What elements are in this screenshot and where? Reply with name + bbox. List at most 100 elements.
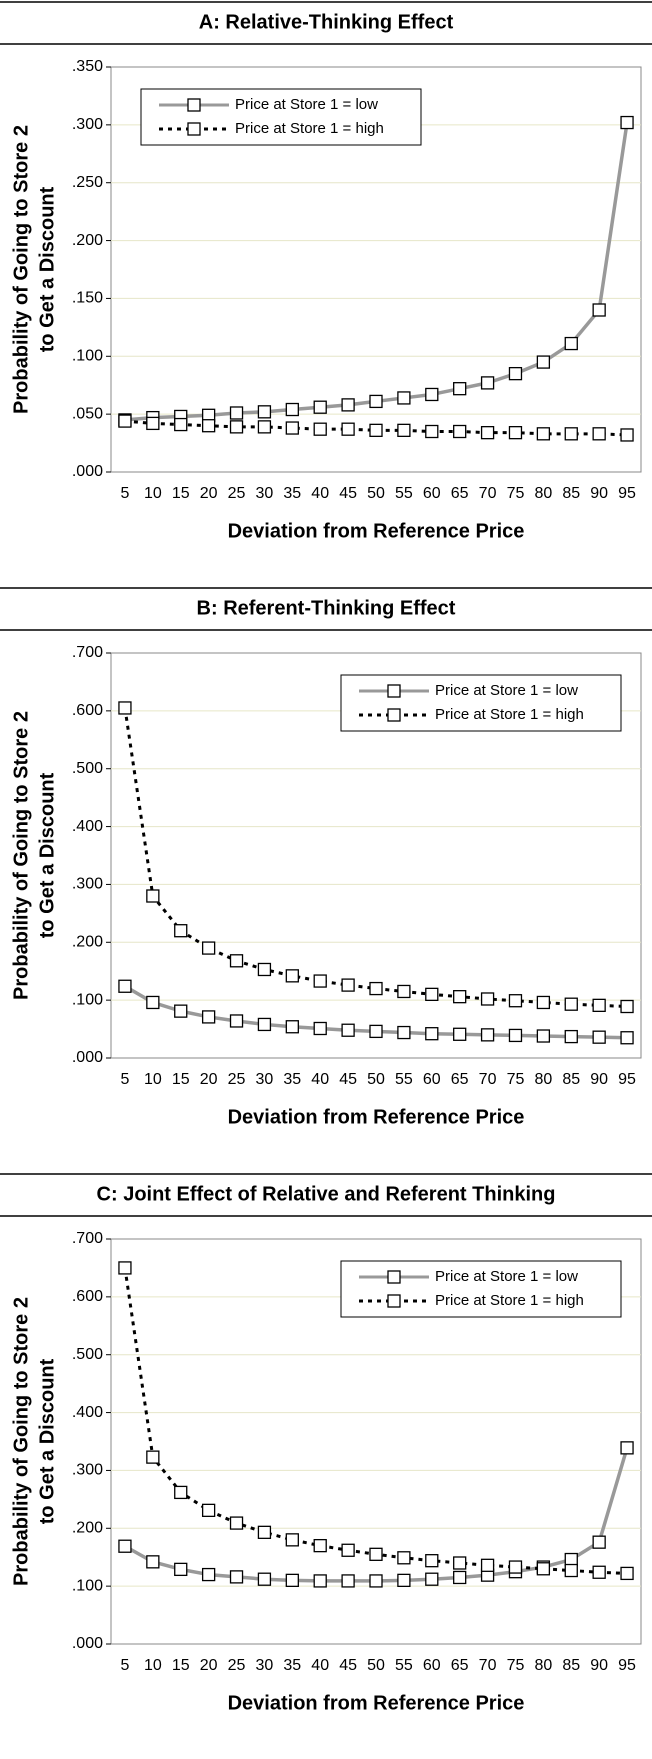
y-tick-label: .000 <box>72 1049 103 1066</box>
legend-marker <box>387 708 401 722</box>
marker <box>480 426 495 440</box>
marker <box>397 1573 411 1588</box>
marker <box>620 1031 634 1045</box>
marker <box>257 1017 272 1032</box>
marker <box>508 1028 523 1043</box>
y-axis-label: Probability of Going to Store 2 <box>10 125 32 414</box>
marker <box>536 1029 551 1043</box>
marker <box>285 421 299 435</box>
x-tick-label: 95 <box>618 485 636 502</box>
legend-label: Price at Store 1 = low <box>435 682 578 699</box>
marker <box>257 962 272 977</box>
x-tick-label: 50 <box>367 485 385 502</box>
y-axis-label: to Get a Discount <box>36 1358 58 1524</box>
marker <box>146 1450 160 1464</box>
marker <box>341 1543 355 1557</box>
marker <box>564 1563 578 1578</box>
marker <box>285 1020 299 1034</box>
marker <box>118 1261 132 1275</box>
x-tick-label: 60 <box>423 1071 441 1088</box>
y-axis-label: Probability of Going to Store 2 <box>10 711 32 1000</box>
marker <box>229 1516 244 1530</box>
marker <box>425 387 439 402</box>
x-tick-label: 20 <box>200 1071 218 1088</box>
y-tick-label: .600 <box>72 702 103 719</box>
x-tick-label: 60 <box>423 1657 441 1674</box>
x-tick-label: 90 <box>590 1071 608 1088</box>
y-axis-label: to Get a Discount <box>36 772 58 938</box>
marker <box>592 427 606 441</box>
x-axis-label: Deviation from Reference Price <box>228 1106 525 1128</box>
marker <box>592 1030 606 1044</box>
legend-box <box>340 674 622 732</box>
marker <box>118 979 132 993</box>
x-tick-label: 70 <box>479 1657 497 1674</box>
marker <box>174 417 188 432</box>
marker <box>425 424 439 439</box>
x-tick-label: 5 <box>120 485 129 502</box>
x-tick-label: 85 <box>562 1071 580 1088</box>
chart-title: C: Joint Effect of Relative and Referent… <box>97 1183 556 1205</box>
x-tick-label: 20 <box>200 485 218 502</box>
marker <box>536 1562 551 1576</box>
marker <box>480 992 495 1006</box>
y-tick-label: .200 <box>72 232 103 249</box>
y-tick-label: .700 <box>72 644 103 661</box>
marker <box>201 1010 216 1024</box>
legend-label: Price at Store 1 = low <box>235 96 378 113</box>
x-tick-label: 75 <box>507 1071 525 1088</box>
x-tick-label: 10 <box>144 485 162 502</box>
x-tick-label: 85 <box>562 485 580 502</box>
panel: C: Joint Effect of Relative and Referent… <box>0 1173 652 1714</box>
x-tick-label: 45 <box>339 1071 357 1088</box>
legend-marker <box>387 684 401 698</box>
legend-marker <box>187 122 201 136</box>
marker <box>229 406 244 420</box>
marker <box>285 969 299 983</box>
x-tick-label: 40 <box>311 485 329 502</box>
marker <box>369 981 383 996</box>
marker <box>564 1552 578 1567</box>
chart-title: A: Relative-Thinking Effect <box>199 11 454 33</box>
y-tick-label: .500 <box>72 760 103 777</box>
y-axis-label: to Get a Discount <box>36 186 58 352</box>
marker <box>285 1573 299 1588</box>
marker <box>369 1574 383 1588</box>
marker <box>620 115 634 130</box>
marker <box>480 1558 495 1572</box>
marker <box>536 427 551 441</box>
chart-title: B: Referent-Thinking Effect <box>197 597 456 619</box>
legend-marker <box>387 1270 401 1284</box>
x-tick-label: 55 <box>395 1657 413 1674</box>
marker <box>564 427 578 441</box>
x-tick-label: 50 <box>367 1657 385 1674</box>
x-tick-label: 30 <box>256 1071 274 1088</box>
marker <box>453 424 467 439</box>
marker <box>453 1570 467 1585</box>
x-tick-label: 70 <box>479 1071 497 1088</box>
marker <box>453 1027 467 1041</box>
marker <box>313 1574 327 1588</box>
marker <box>146 995 160 1010</box>
marker <box>620 1441 634 1455</box>
marker <box>397 423 411 437</box>
marker <box>508 426 523 440</box>
marker <box>313 400 327 414</box>
marker <box>201 1503 216 1518</box>
panel: B: Referent-Thinking Effect .000 .100 .200.… <box>0 587 652 1128</box>
marker <box>201 941 216 955</box>
marker <box>564 997 578 1011</box>
x-tick-label: 45 <box>339 1657 357 1674</box>
marker <box>453 1556 467 1570</box>
x-tick-label: 90 <box>590 485 608 502</box>
x-tick-label: 30 <box>256 1657 274 1674</box>
legend-label: Price at Store 1 = high <box>235 120 384 137</box>
x-axis-label: Deviation from Reference Price <box>228 1692 525 1714</box>
x-tick-label: 75 <box>507 1657 525 1674</box>
marker <box>592 998 606 1013</box>
marker <box>508 366 523 381</box>
x-tick-label: 15 <box>172 485 190 502</box>
y-tick-label: .300 <box>72 876 103 893</box>
marker <box>592 1535 606 1549</box>
